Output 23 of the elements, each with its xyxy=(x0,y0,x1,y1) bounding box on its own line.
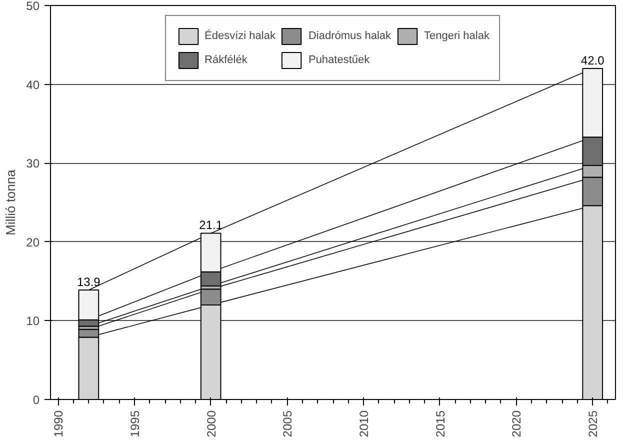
total-label: 21.1 xyxy=(199,218,223,232)
x-tick-label: 2000 xyxy=(204,410,218,438)
legend-label: Diadrómus halak xyxy=(308,30,392,42)
y-tick-label: 20 xyxy=(26,235,40,250)
legend-label: Édesvízi halak xyxy=(204,30,276,42)
y-tick-label: 10 xyxy=(26,314,40,328)
y-tick-label: 50 xyxy=(26,0,40,13)
legend-label: Tengeri halak xyxy=(424,30,490,42)
y-axis-title: Millió tonna xyxy=(3,168,18,236)
x-tick-label: 1995 xyxy=(128,410,142,438)
y-tick-label: 40 xyxy=(26,78,40,92)
legend-label: Rákfélék xyxy=(204,54,248,66)
y-tick-label: 0 xyxy=(32,393,40,407)
x-tick-label: 2020 xyxy=(510,410,524,438)
total-label: 13.9 xyxy=(77,274,101,289)
x-tick-label: 2005 xyxy=(280,410,295,438)
legend-label: Puhatestűek xyxy=(308,54,370,66)
x-tick-label: 2025 xyxy=(586,410,600,438)
x-tick-label: 1990 xyxy=(52,410,66,438)
x-tick-label: 2015 xyxy=(433,410,448,438)
y-tick-label: 30 xyxy=(26,156,40,171)
total-label: 42.0 xyxy=(580,54,605,68)
x-tick-label: 2010 xyxy=(357,410,372,438)
